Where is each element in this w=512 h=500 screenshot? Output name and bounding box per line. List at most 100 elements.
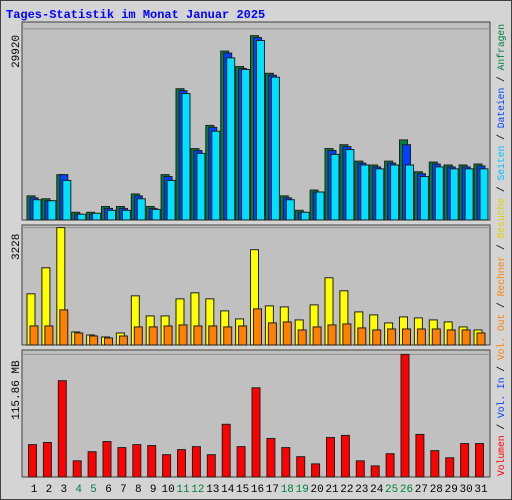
x-tick-label: 15 xyxy=(236,484,249,496)
bar xyxy=(327,324,337,346)
bar xyxy=(57,380,67,478)
bar xyxy=(28,444,37,478)
bar xyxy=(372,329,382,346)
bar xyxy=(44,325,54,346)
legend-separator: / xyxy=(496,360,508,377)
x-tick-label: 8 xyxy=(135,484,142,496)
bar xyxy=(281,447,291,478)
legend: Volumen / Vol. In / Vol. Out / Rechner /… xyxy=(496,24,508,476)
bar xyxy=(282,321,292,346)
bar xyxy=(238,325,248,346)
bar xyxy=(390,164,400,221)
bar xyxy=(430,450,440,478)
bar xyxy=(151,208,161,221)
bar xyxy=(87,451,97,478)
bar xyxy=(72,460,82,478)
legend-entry: Vol. In xyxy=(496,377,508,418)
bar xyxy=(342,323,352,346)
bar xyxy=(191,446,201,478)
legend-separator: / xyxy=(496,238,508,255)
bar xyxy=(163,325,173,346)
x-tick-label: 4 xyxy=(75,484,82,496)
bar xyxy=(296,456,306,478)
x-tick-label: 29 xyxy=(445,484,458,496)
bar xyxy=(107,209,116,221)
x-tick-label: 18 xyxy=(281,484,294,496)
bar xyxy=(147,445,157,478)
x-tick-label: 3 xyxy=(60,484,67,496)
bar xyxy=(196,152,206,221)
x-tick-label: 6 xyxy=(105,484,112,496)
legend-entry: Volumen xyxy=(496,435,508,476)
bar xyxy=(32,199,42,221)
bar xyxy=(266,437,276,478)
bar xyxy=(253,308,262,346)
x-tick-label: 24 xyxy=(370,484,384,496)
bar xyxy=(330,153,340,221)
x-tick-label: 12 xyxy=(191,484,204,496)
bar xyxy=(193,325,203,346)
bar xyxy=(206,454,216,478)
bar xyxy=(89,335,99,346)
bar xyxy=(62,179,72,221)
bar xyxy=(178,324,188,346)
bar xyxy=(400,353,410,478)
x-tick-label: 2 xyxy=(46,484,53,496)
bar xyxy=(177,449,186,478)
legend-separator: / xyxy=(496,296,508,313)
bar xyxy=(387,328,397,346)
bar xyxy=(479,168,489,221)
bar xyxy=(431,328,441,346)
legend-entry: Besuche xyxy=(496,198,508,239)
bar xyxy=(132,444,142,478)
x-tick-label: 14 xyxy=(221,484,235,496)
bar xyxy=(47,200,57,221)
bar xyxy=(148,326,158,346)
bar xyxy=(211,130,221,221)
bar xyxy=(162,454,172,478)
x-tick-label: 23 xyxy=(355,484,368,496)
bar xyxy=(460,443,470,478)
bar xyxy=(385,453,395,478)
bar xyxy=(357,327,367,346)
bar xyxy=(256,39,265,221)
x-tick-label: 16 xyxy=(251,484,264,496)
bar xyxy=(311,463,321,478)
legend-entry: Vol. Out xyxy=(496,314,508,360)
bar xyxy=(315,191,325,221)
legend-separator: / xyxy=(496,128,508,145)
bar xyxy=(221,423,231,478)
bar xyxy=(475,443,484,478)
bar xyxy=(92,212,102,221)
bar xyxy=(77,213,87,221)
bar xyxy=(223,326,233,346)
x-tick-label: 21 xyxy=(325,484,339,496)
y-tick-label: 3228 xyxy=(11,234,23,260)
bar xyxy=(370,465,380,478)
bar xyxy=(476,332,486,346)
legend-separator: / xyxy=(496,418,508,435)
legend-separator: / xyxy=(496,70,508,87)
x-tick-label: 7 xyxy=(120,484,127,496)
bar xyxy=(326,437,335,478)
x-tick-label: 31 xyxy=(474,484,488,496)
bar xyxy=(104,337,113,346)
bar xyxy=(445,457,455,478)
bar xyxy=(42,441,52,478)
bar xyxy=(405,164,414,221)
x-tick-label: 30 xyxy=(459,484,472,496)
bar xyxy=(251,387,261,478)
bar xyxy=(419,176,429,221)
bar xyxy=(267,322,277,346)
x-tick-label: 9 xyxy=(150,484,157,496)
x-tick-label: 5 xyxy=(90,484,97,496)
bar xyxy=(236,446,246,478)
bar xyxy=(340,434,350,478)
x-tick-label: 28 xyxy=(430,484,443,496)
legend-entry: Seiten xyxy=(496,146,508,181)
bar xyxy=(446,329,456,346)
x-tick-label: 17 xyxy=(266,484,279,496)
x-tick-label: 1 xyxy=(31,484,38,496)
bar xyxy=(102,441,112,478)
